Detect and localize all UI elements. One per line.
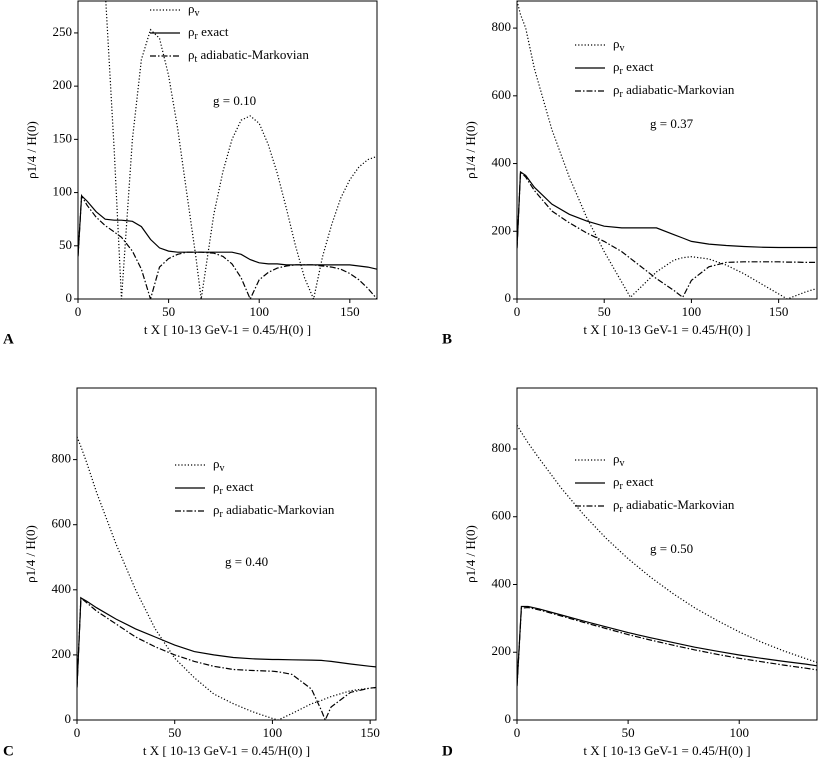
y-tick-label: 400 bbox=[52, 581, 72, 596]
y-tick-label: 250 bbox=[53, 24, 73, 39]
annotation: g = 0.37 bbox=[650, 116, 694, 131]
plot-frame bbox=[516, 0, 818, 300]
y-tick-label: 200 bbox=[492, 222, 512, 237]
y-axis-label: ρ1/4 / H(0) bbox=[23, 525, 38, 583]
legend-label: ρr exact bbox=[188, 24, 229, 42]
annotation: g = 0.40 bbox=[225, 554, 268, 569]
y-tick-label: 50 bbox=[59, 237, 72, 252]
x-axis-label: t X [ 10-13 GeV-1 = 0.45/H(0) ] bbox=[144, 322, 311, 337]
legend-label: ρr adiabatic-Markovian bbox=[213, 502, 335, 520]
x-tick-label: 100 bbox=[249, 304, 269, 319]
series-line bbox=[517, 170, 817, 299]
x-tick-label: 50 bbox=[162, 304, 175, 319]
x-tick-label: 150 bbox=[769, 304, 789, 319]
x-tick-label: 0 bbox=[75, 304, 82, 319]
y-tick-label: 800 bbox=[52, 451, 72, 466]
series-line bbox=[77, 596, 376, 688]
legend-label: ρv bbox=[213, 456, 225, 474]
x-axis-label: t X [ 10-13 GeV-1 = 0.45/H(0) ] bbox=[583, 322, 750, 337]
series-line bbox=[78, 193, 377, 299]
y-axis-label: ρ1/4 / H(0) bbox=[463, 121, 478, 179]
x-axis-label: t X [ 10-13 GeV-1 = 0.45/H(0) ] bbox=[143, 743, 310, 758]
x-tick-label: 50 bbox=[168, 725, 181, 740]
annotation: g = 0.10 bbox=[213, 93, 256, 108]
y-tick-label: 400 bbox=[492, 155, 512, 170]
legend-label: ρv bbox=[613, 36, 625, 54]
y-tick-label: 150 bbox=[53, 130, 73, 145]
x-tick-label: 0 bbox=[74, 725, 81, 740]
series-line bbox=[517, 605, 817, 687]
panel-letter: A bbox=[3, 331, 14, 347]
y-axis-label: ρ1/4 / H(0) bbox=[463, 525, 478, 583]
y-tick-label: 0 bbox=[65, 711, 72, 726]
legend-label: ρt adiabatic-Markovian bbox=[188, 47, 309, 65]
x-tick-label: 150 bbox=[360, 725, 380, 740]
y-tick-label: 400 bbox=[492, 575, 512, 590]
annotation: g = 0.50 bbox=[650, 541, 693, 556]
panel-letter: B bbox=[442, 331, 452, 347]
series-line bbox=[105, 1, 377, 299]
y-tick-label: 800 bbox=[492, 440, 512, 455]
y-tick-label: 800 bbox=[492, 19, 512, 34]
x-tick-label: 150 bbox=[340, 304, 360, 319]
legend-label: ρr adiabatic-Markovian bbox=[613, 82, 735, 100]
legend-label: ρr exact bbox=[213, 479, 254, 497]
y-tick-label: 0 bbox=[505, 711, 512, 726]
y-tick-label: 600 bbox=[52, 516, 72, 531]
y-tick-label: 600 bbox=[492, 87, 512, 102]
plot-frame bbox=[516, 387, 818, 721]
y-tick-label: 200 bbox=[492, 643, 512, 658]
plot-frame bbox=[76, 387, 377, 721]
y-tick-label: 0 bbox=[66, 290, 73, 305]
x-tick-label: 50 bbox=[598, 304, 611, 319]
series-line bbox=[517, 1, 817, 299]
y-tick-label: 200 bbox=[53, 77, 73, 92]
x-tick-label: 100 bbox=[263, 725, 283, 740]
legend-label: ρv bbox=[613, 451, 625, 469]
x-tick-label: 0 bbox=[514, 304, 521, 319]
series-line bbox=[78, 194, 377, 270]
legend-label: ρr exact bbox=[613, 59, 654, 77]
x-tick-label: 100 bbox=[729, 725, 749, 740]
x-tick-label: 50 bbox=[622, 725, 635, 740]
series-line bbox=[77, 596, 376, 720]
y-tick-label: 100 bbox=[53, 184, 73, 199]
legend-label: ρr exact bbox=[613, 474, 654, 492]
y-tick-label: 200 bbox=[52, 646, 72, 661]
legend-label: ρv bbox=[188, 1, 200, 19]
x-axis-label: t X [ 10-13 GeV-1 = 0.45/H(0) ] bbox=[583, 743, 750, 758]
x-tick-label: 0 bbox=[514, 725, 521, 740]
y-tick-label: 600 bbox=[492, 508, 512, 523]
plot-frame bbox=[77, 0, 378, 300]
series-line bbox=[517, 606, 817, 687]
series-line bbox=[517, 424, 817, 663]
panel-letter: D bbox=[442, 743, 453, 759]
y-axis-label: ρ1/4 / H(0) bbox=[24, 121, 39, 179]
x-tick-label: 100 bbox=[682, 304, 702, 319]
series-line bbox=[517, 170, 817, 249]
y-tick-label: 0 bbox=[505, 290, 512, 305]
series-line bbox=[77, 436, 376, 720]
panel-letter: C bbox=[3, 743, 14, 759]
legend-label: ρr adiabatic-Markovian bbox=[613, 497, 735, 515]
